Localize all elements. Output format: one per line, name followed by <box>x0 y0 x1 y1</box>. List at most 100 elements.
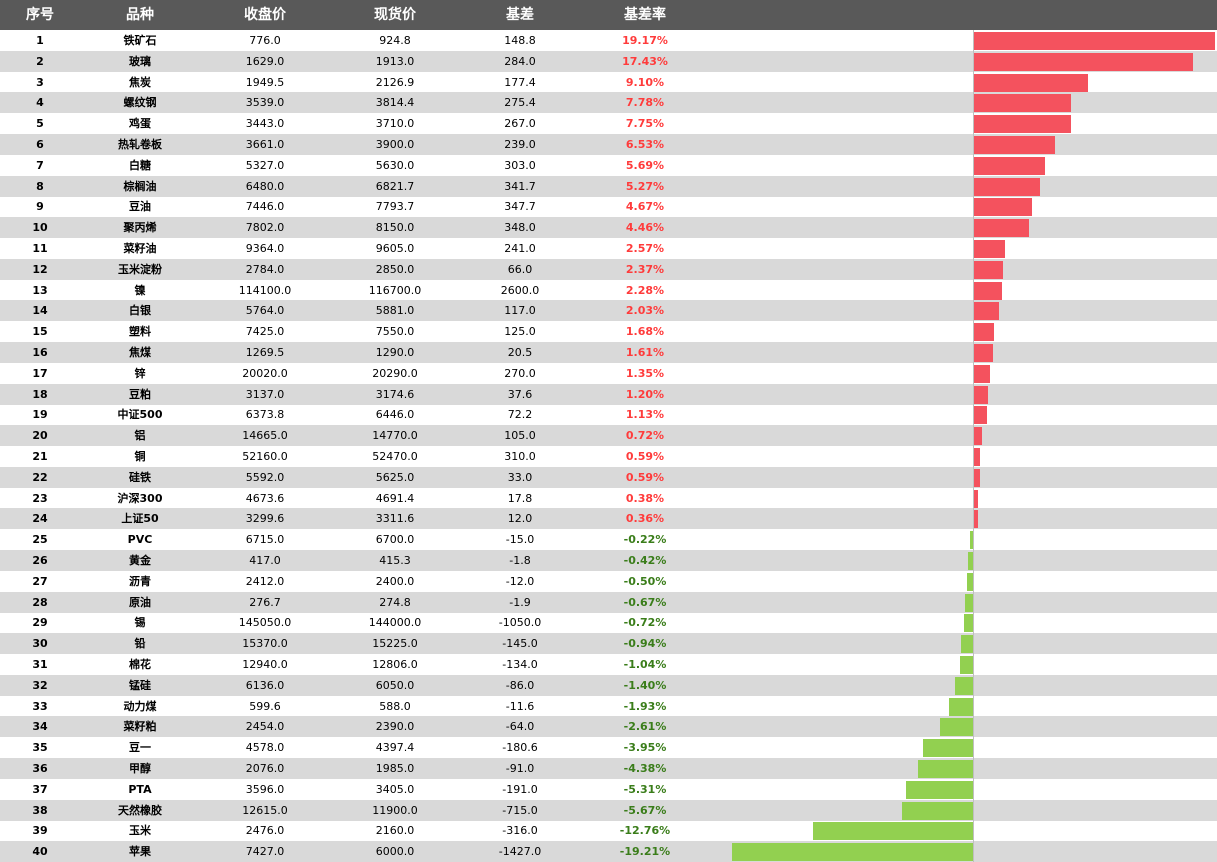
basis-rate-bar <box>918 760 973 778</box>
table-row: 16 焦煤 1269.5 1290.0 20.5 1.61% <box>0 342 1217 363</box>
cell-spot: 415.3 <box>379 554 411 567</box>
cell-basis: 33.0 <box>507 470 533 484</box>
cell-basis: -1427.0 <box>498 845 542 859</box>
cell-close: 1949.5 <box>245 75 285 89</box>
cell-rate: -4.38% <box>623 762 667 775</box>
cell-index: 39 <box>32 824 48 838</box>
table-row: 4 螺纹钢 3539.0 3814.4 275.4 7.78% <box>0 92 1217 114</box>
cell-rate: 17.43% <box>622 54 668 68</box>
cell-rate: 1.61% <box>625 346 665 359</box>
cell-basis: 310.0 <box>504 450 536 463</box>
cell-basis: 20.5 <box>507 346 533 359</box>
cell-close: 6480.0 <box>245 179 285 193</box>
cell-rate: 1.13% <box>625 408 665 422</box>
table-row: 10 聚丙烯 7802.0 8150.0 348.0 4.46% <box>0 217 1217 239</box>
basis-rate-bar <box>973 385 989 404</box>
basis-rate-bar <box>955 676 973 695</box>
cell-spot: 6050.0 <box>375 678 415 692</box>
cell-index: 7 <box>36 158 44 172</box>
cell-basis: -1050.0 <box>498 616 542 630</box>
cell-rate: 1.20% <box>625 387 665 401</box>
cell-name: 天然橡胶 <box>118 803 162 817</box>
cell-index: 10 <box>32 221 48 235</box>
cell-basis: 348.0 <box>504 221 536 235</box>
table-row: 1 铁矿石 776.0 924.8 148.8 19.17% <box>0 30 1217 51</box>
cell-rate: 7.78% <box>625 96 665 110</box>
cell-rate: -19.21% <box>619 845 671 859</box>
cell-close: 4673.6 <box>245 491 285 505</box>
cell-close: 9364.0 <box>245 242 285 255</box>
header-close: 收盘价 <box>244 7 286 23</box>
cell-basis: -715.0 <box>502 803 538 817</box>
cell-rate: -12.76% <box>619 824 671 838</box>
cell-index: 30 <box>32 637 48 651</box>
basis-rate-bar <box>973 115 1071 134</box>
cell-close: 5327.0 <box>245 158 285 172</box>
cell-close: 2476.0 <box>245 824 285 838</box>
cell-basis: 2600.0 <box>500 283 540 297</box>
cell-name: 白糖 <box>129 158 151 172</box>
basis-rate-bar <box>966 572 973 591</box>
cell-index: 9 <box>36 200 44 214</box>
cell-close: 2076.0 <box>245 762 285 775</box>
cell-spot: 6000.0 <box>375 845 415 859</box>
cell-basis: -316.0 <box>502 824 538 838</box>
basis-rate-bar <box>973 198 1032 217</box>
cell-rate: -2.61% <box>623 720 667 734</box>
cell-index: 17 <box>32 366 48 380</box>
cell-index: 25 <box>32 533 48 547</box>
cell-rate: 2.57% <box>625 242 665 255</box>
cell-basis: 347.7 <box>504 200 536 214</box>
cell-close: 276.7 <box>249 595 281 609</box>
header-rate: 基差率 <box>624 7 666 23</box>
cell-index: 3 <box>36 75 44 89</box>
cell-basis: 177.4 <box>504 75 536 89</box>
basis-rate-bar <box>906 780 973 799</box>
cell-index: 37 <box>32 782 48 796</box>
cell-spot: 3174.6 <box>375 387 415 401</box>
cell-index: 22 <box>32 470 48 484</box>
basis-rate-bar <box>923 739 973 758</box>
cell-name: 聚丙烯 <box>123 221 157 235</box>
table-row: 29 锡 145050.0 144000.0 -1050.0 -0.72% <box>0 612 1217 633</box>
cell-spot: 8150.0 <box>375 221 415 235</box>
basis-rate-bar <box>973 510 978 529</box>
basis-rate-bar <box>970 531 973 550</box>
cell-index: 18 <box>32 387 48 401</box>
cell-index: 34 <box>32 720 48 734</box>
cell-name: 热轧卷板 <box>118 138 162 151</box>
cell-close: 417.0 <box>249 554 281 567</box>
cell-name: 镍 <box>134 283 146 297</box>
cell-basis: 241.0 <box>504 242 536 255</box>
cell-rate: -5.31% <box>623 782 667 796</box>
cell-close: 14665.0 <box>242 429 288 443</box>
basis-rate-bar <box>973 240 1006 258</box>
cell-basis: 17.8 <box>507 491 533 505</box>
cell-index: 13 <box>32 283 48 297</box>
cell-index: 40 <box>32 845 48 859</box>
cell-close: 12615.0 <box>242 803 288 817</box>
cell-rate: 9.10% <box>625 75 665 89</box>
cell-index: 5 <box>36 117 44 131</box>
basis-rate-bar <box>732 843 973 862</box>
cell-basis: 341.7 <box>504 179 536 193</box>
cell-name: 焦煤 <box>129 346 151 359</box>
table-row: 28 原油 276.7 274.8 -1.9 -0.67% <box>0 591 1217 613</box>
cell-basis: -1.9 <box>509 595 531 609</box>
table-row: 25 PVC 6715.0 6700.0 -15.0 -0.22% <box>0 529 1217 550</box>
cell-rate: -0.72% <box>623 616 667 630</box>
cell-basis: -1.8 <box>509 554 531 567</box>
table-row: 13 镍 114100.0 116700.0 2600.0 2.28% <box>0 280 1217 301</box>
cell-name: 甲醇 <box>129 762 151 775</box>
cell-basis: 267.0 <box>504 117 536 131</box>
cell-rate: 0.59% <box>625 470 665 484</box>
cell-name: PVC <box>127 533 153 547</box>
table-row: 37 PTA 3596.0 3405.0 -191.0 -5.31% <box>0 779 1217 800</box>
cell-rate: -0.42% <box>623 554 667 567</box>
cell-spot: 2390.0 <box>375 720 415 734</box>
cell-name: 玉米 <box>129 824 151 838</box>
table-row: 9 豆油 7446.0 7793.7 347.7 4.67% <box>0 196 1217 217</box>
cell-spot: 20290.0 <box>372 366 418 380</box>
cell-rate: 2.37% <box>625 262 665 276</box>
table-row: 7 白糖 5327.0 5630.0 303.0 5.69% <box>0 155 1217 176</box>
